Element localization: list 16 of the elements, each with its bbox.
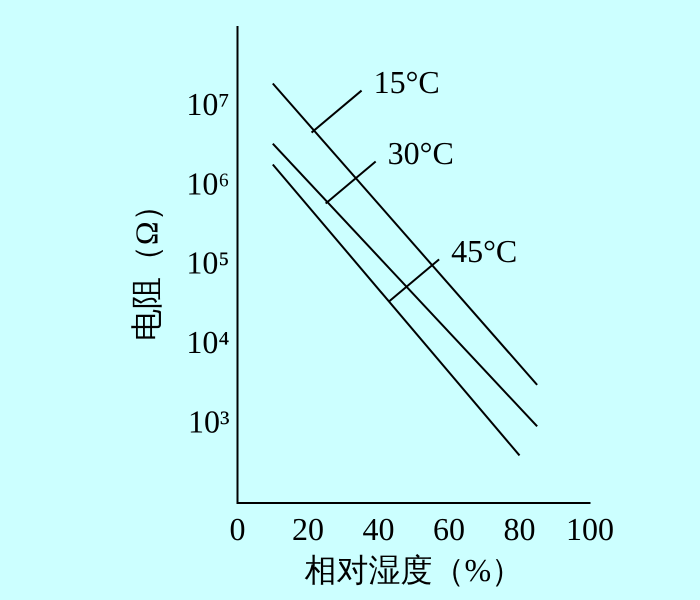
x-tick-label: 0 bbox=[230, 510, 246, 547]
x-axis-title: 相对湿度（%） bbox=[304, 552, 524, 588]
y-tick-label: 10⁷ bbox=[186, 86, 230, 122]
y-axis-title: 电阻（Ω） bbox=[128, 189, 165, 342]
y-tick-label: 10⁵ bbox=[186, 244, 230, 281]
annotation: 30°C bbox=[388, 134, 454, 171]
annotation: 15°C bbox=[374, 64, 440, 100]
y-tick-label: 10⁶ bbox=[186, 165, 230, 202]
x-tick-label: 20 bbox=[292, 510, 324, 547]
x-tick-label: 80 bbox=[504, 510, 536, 547]
x-tick-label: 60 bbox=[433, 510, 466, 547]
y-tick-label: 10⁴ bbox=[186, 324, 230, 360]
y-tick-label: 10³ bbox=[188, 403, 230, 440]
annotation: 45°C bbox=[451, 232, 518, 269]
x-tick-label: 100 bbox=[566, 510, 614, 547]
x-tick-label: 40 bbox=[362, 510, 395, 547]
